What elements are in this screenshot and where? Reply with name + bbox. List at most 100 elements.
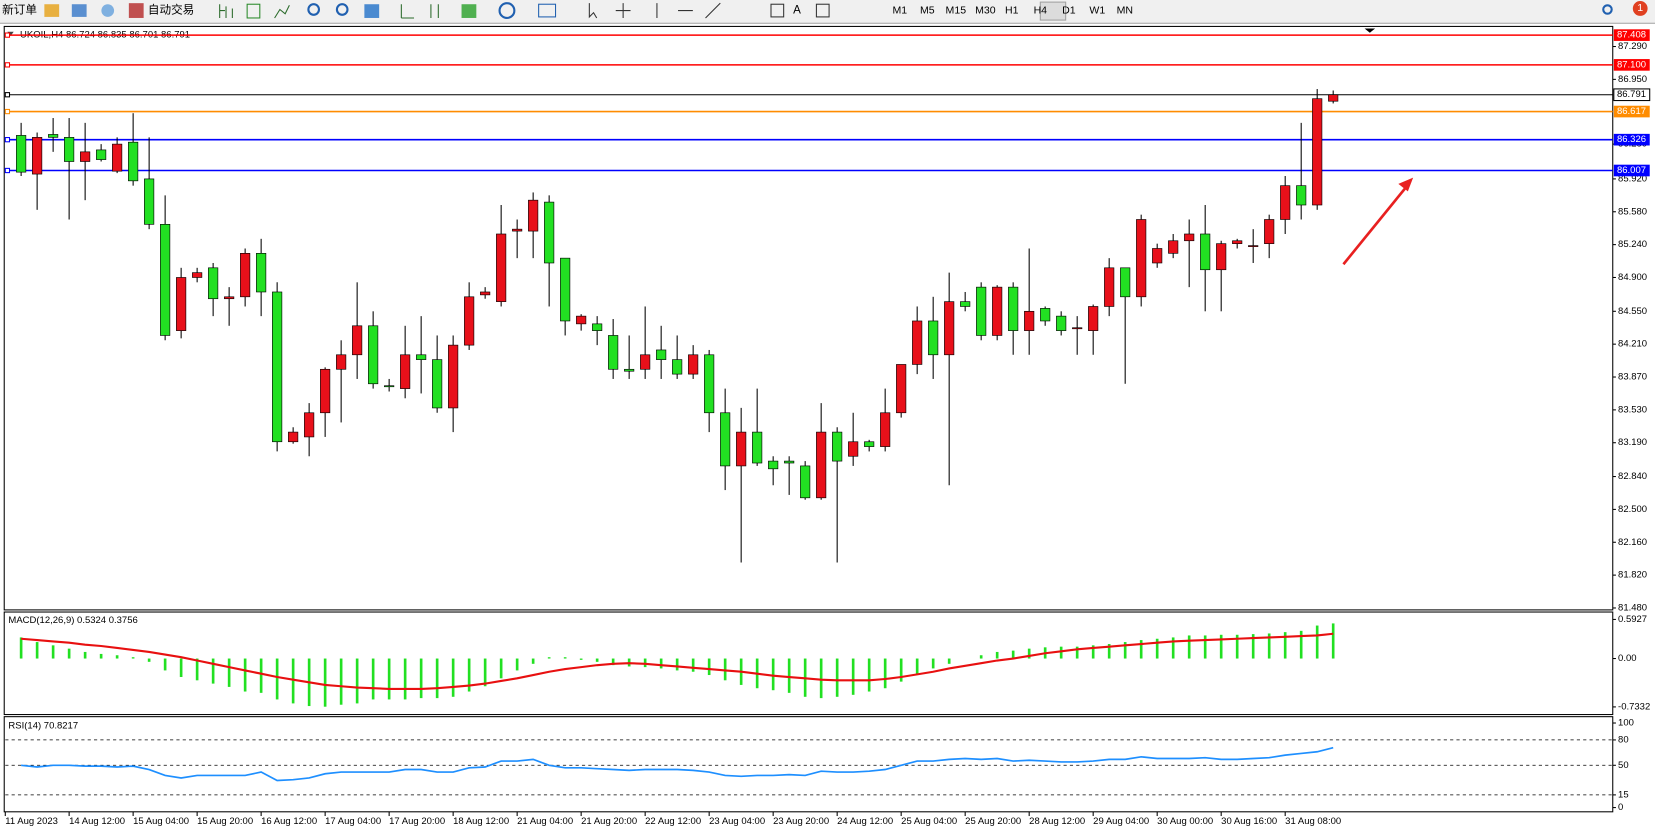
draw-tools[interactable] [656, 2, 721, 19]
rsi-title: RSI(14) 70.8217 [8, 721, 78, 732]
notification[interactable] [1632, 1, 1648, 16]
candle-body [64, 137, 75, 162]
candle-body [544, 201, 555, 264]
level-label: 86.791 [1617, 89, 1646, 100]
icon[interactable] [219, 4, 233, 18]
x-tick-label: 30 Aug 00:00 [1157, 816, 1213, 827]
candle-body [800, 465, 811, 499]
timeframe[interactable]: M1 [893, 4, 908, 16]
y-tick-label: 82.500 [1618, 504, 1647, 515]
timeframe[interactable]: H4 [1034, 4, 1048, 16]
candle-body [1072, 327, 1083, 330]
x-tick-label: 28 Aug 12:00 [1029, 816, 1085, 827]
y-tick-label: 85.240 [1618, 239, 1647, 250]
candle-body [368, 325, 379, 385]
x-tick-label: 18 Aug 12:00 [453, 816, 509, 827]
x-tick-label: 15 Aug 04:00 [133, 816, 189, 827]
level-anchor [4, 62, 11, 68]
y-tick-label: 83.530 [1618, 404, 1647, 415]
y-tick-label: 87.290 [1618, 41, 1647, 52]
icon[interactable] [246, 3, 261, 19]
y-tick-label: 84.550 [1618, 306, 1647, 317]
x-tick-label: 29 Aug 04:00 [1093, 816, 1149, 827]
zoom-in[interactable] [307, 3, 321, 16]
zoom-out[interactable] [335, 3, 349, 16]
candle-body [96, 149, 107, 160]
timeframe[interactable]: M15 [946, 4, 967, 16]
text-tool[interactable]: A [793, 4, 801, 17]
candle-body [640, 354, 651, 370]
level-label: 86.007 [1617, 165, 1646, 176]
candle-body [208, 267, 219, 300]
x-tick-label: 23 Aug 04:00 [709, 816, 765, 827]
candle-body [1264, 219, 1275, 244]
icon[interactable] [44, 4, 60, 17]
candle-body [736, 431, 747, 467]
cursor[interactable] [588, 3, 598, 19]
icon[interactable] [128, 3, 144, 18]
candle-body [960, 301, 971, 307]
new-order[interactable]: 新订单 [2, 3, 37, 17]
level-label-box [1613, 59, 1650, 71]
icon[interactable] [101, 4, 115, 17]
timeframe-selected [1039, 1, 1067, 21]
candle-body [352, 325, 363, 356]
candle-body [272, 291, 283, 443]
icon[interactable] [461, 4, 477, 18]
candle-body [976, 286, 987, 336]
y-tick-label: 85.920 [1618, 173, 1647, 184]
level-anchor [4, 92, 11, 98]
y-tick-label: -0.7332 [1618, 701, 1650, 712]
candle-body [1232, 240, 1243, 244]
candle-body [1280, 185, 1291, 220]
icon[interactable] [274, 5, 290, 19]
candle-body [928, 320, 939, 356]
timeframe[interactable]: D1 [1062, 4, 1076, 16]
timeframe[interactable]: H1 [1005, 4, 1019, 16]
level-anchor [4, 167, 11, 174]
y-tick-label: 100 [1618, 718, 1634, 729]
timeframe[interactable]: M5 [920, 4, 935, 16]
candle-body [32, 137, 43, 175]
candle-body [144, 178, 155, 225]
candle-body [1216, 243, 1227, 271]
candle-body [1056, 315, 1067, 331]
x-tick-label: 16 Aug 12:00 [261, 816, 317, 827]
crosshair[interactable] [615, 3, 631, 18]
timeframe[interactable]: M30 [975, 4, 996, 16]
timeframe[interactable]: MN [1117, 4, 1133, 16]
y-tick-label: 81.820 [1618, 570, 1647, 581]
candle-body [864, 441, 875, 447]
candle-body [1040, 308, 1051, 322]
x-tick-label: 25 Aug 04:00 [901, 816, 957, 827]
candle-body [1328, 94, 1339, 102]
icon[interactable] [770, 3, 785, 18]
icon[interactable] [538, 3, 557, 18]
search[interactable] [1602, 4, 1613, 15]
candle-body [1168, 240, 1179, 254]
candle-body [128, 141, 139, 182]
y-tick-label: 0.00 [1618, 653, 1636, 664]
icon[interactable] [364, 4, 380, 18]
level-label-box [1613, 88, 1651, 102]
candle-body [832, 431, 843, 462]
candle-body [192, 272, 203, 278]
timeframe[interactable]: W1 [1089, 4, 1105, 16]
candle-body [1184, 233, 1195, 242]
candle-body [432, 359, 443, 409]
rsi-line [21, 746, 1334, 782]
candle-body [944, 301, 955, 356]
candle-body [768, 460, 779, 470]
icon[interactable] [815, 3, 830, 18]
icon[interactable] [400, 4, 415, 19]
candle-body [1248, 245, 1259, 247]
y-tick-label: 50 [1618, 760, 1629, 771]
icon[interactable] [71, 4, 87, 17]
icon[interactable] [430, 4, 439, 18]
icon[interactable] [498, 2, 516, 20]
auto-trading[interactable]: 自动交易 [148, 3, 194, 17]
level-label: 87.100 [1617, 59, 1646, 70]
candle-body [1024, 310, 1035, 331]
level-label-box [1613, 105, 1650, 118]
x-tick-label: 31 Aug 08:00 [1285, 816, 1341, 827]
